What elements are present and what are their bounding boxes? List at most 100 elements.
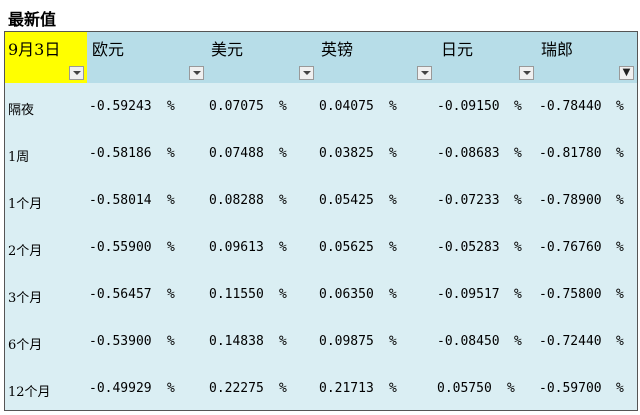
unit-label: % (279, 381, 287, 396)
unit-label: % (389, 99, 397, 114)
rate-value: -0.08450 (437, 334, 500, 349)
header-row: 9月3日 欧元 美元 英镑 日元 瑞郎 ▼ (5, 32, 637, 83)
filter-dropdown-chf[interactable]: ▼ (619, 66, 634, 80)
rates-table: 9月3日 欧元 美元 英镑 日元 瑞郎 ▼ 隔夜 -0.59243% 0.07075… (4, 31, 638, 411)
unit-label: % (389, 381, 397, 396)
rate-value: -0.59243 (89, 99, 152, 114)
column-header-jpy: 日元 (441, 40, 474, 59)
unit-label: % (507, 381, 515, 396)
table-row: 3个月 -0.56457% 0.11550% 0.06350% -0.09517% -0.… (5, 271, 637, 318)
row-label: 1周 (8, 150, 30, 165)
rate-value: -0.56457 (89, 287, 152, 302)
unit-label: % (279, 99, 287, 114)
unit-label: % (279, 240, 287, 255)
unit-label: % (167, 193, 175, 208)
unit-label: % (279, 287, 287, 302)
unit-label: % (167, 287, 175, 302)
rate-value: 0.11550 (209, 287, 264, 302)
rate-value: -0.78440 (539, 99, 602, 114)
column-header-usd: 美元 (211, 40, 244, 59)
unit-label: % (616, 334, 624, 349)
unit-label: % (279, 334, 287, 349)
column-header-gbp: 英镑 (321, 40, 354, 59)
unit-label: % (616, 287, 624, 302)
rate-value: 0.05425 (319, 193, 374, 208)
date-header: 9月3日 (5, 32, 87, 83)
rate-value: 0.04075 (319, 99, 374, 114)
page-title: 最新值 (8, 10, 57, 29)
row-label: 1个月 (8, 197, 43, 212)
chevron-down-icon (72, 71, 81, 75)
rate-value: -0.07233 (437, 193, 500, 208)
rate-value: -0.78900 (539, 193, 602, 208)
row-label: 3个月 (8, 291, 43, 306)
unit-label: % (514, 99, 522, 114)
date-label: 9月3日 (8, 40, 61, 59)
chevron-down-icon (522, 71, 531, 75)
row-label: 2个月 (8, 244, 43, 259)
filter-dropdown-gbp[interactable] (417, 66, 432, 80)
table-row: 1周 -0.58186% 0.07488% 0.03825% -0.08683% -0.8… (5, 130, 637, 177)
rate-value: -0.55900 (89, 240, 152, 255)
rate-value: -0.81780 (539, 146, 602, 161)
unit-label: % (279, 193, 287, 208)
rate-value: -0.09517 (437, 287, 500, 302)
unit-label: % (514, 334, 522, 349)
unit-label: % (167, 240, 175, 255)
unit-label: % (514, 240, 522, 255)
rate-value: -0.58014 (89, 193, 152, 208)
rate-value: -0.53900 (89, 334, 152, 349)
row-label: 6个月 (8, 338, 43, 353)
unit-label: % (389, 193, 397, 208)
rate-value: -0.58186 (89, 146, 152, 161)
rate-value: 0.21713 (319, 381, 374, 396)
filter-dropdown-date[interactable] (69, 66, 84, 80)
chevron-down-icon (302, 71, 311, 75)
table-row: 1个月 -0.58014% 0.08288% 0.05425% -0.07233% -0.… (5, 177, 637, 224)
unit-label: % (167, 146, 175, 161)
rate-value: -0.49929 (89, 381, 152, 396)
unit-label: % (389, 334, 397, 349)
unit-label: % (167, 334, 175, 349)
unit-label: % (389, 287, 397, 302)
rate-value: -0.75800 (539, 287, 602, 302)
rate-value: -0.05283 (437, 240, 500, 255)
column-header-chf: 瑞郎 (541, 40, 574, 59)
rate-value: -0.72440 (539, 334, 602, 349)
table-row: 6个月 -0.53900% 0.14838% 0.09875% -0.08450% -0.… (5, 318, 637, 365)
unit-label: % (514, 287, 522, 302)
unit-label: % (167, 381, 175, 396)
chevron-down-icon (420, 71, 429, 75)
rate-value: -0.08683 (437, 146, 500, 161)
rate-value: -0.59700 (539, 381, 602, 396)
unit-label: % (514, 193, 522, 208)
row-label: 隔夜 (8, 103, 35, 118)
rate-value: 0.08288 (209, 193, 264, 208)
unit-label: % (389, 146, 397, 161)
unit-label: % (389, 240, 397, 255)
unit-label: % (616, 240, 624, 255)
unit-label: % (279, 146, 287, 161)
chevron-down-icon (192, 71, 201, 75)
column-header-eur: 欧元 (92, 40, 125, 59)
rate-value: 0.22275 (209, 381, 264, 396)
rate-value: 0.09875 (319, 334, 374, 349)
rate-value: 0.03825 (319, 146, 374, 161)
row-label: 12个月 (8, 385, 51, 400)
unit-label: % (514, 146, 522, 161)
filter-funnel-icon: ▼ (622, 67, 631, 78)
unit-label: % (616, 381, 624, 396)
rate-value: 0.09613 (209, 240, 264, 255)
rate-value: 0.14838 (209, 334, 264, 349)
table-row: 隔夜 -0.59243% 0.07075% 0.04075% -0.09150% -0.7… (5, 83, 637, 130)
rate-value: 0.05625 (319, 240, 374, 255)
filter-dropdown-usd[interactable] (299, 66, 314, 80)
rate-value: -0.76760 (539, 240, 602, 255)
filter-dropdown-jpy[interactable] (519, 66, 534, 80)
unit-label: % (616, 99, 624, 114)
unit-label: % (167, 99, 175, 114)
rate-value: 0.07075 (209, 99, 264, 114)
table-row: 2个月 -0.55900% 0.09613% 0.05625% -0.05283% -0.… (5, 224, 637, 271)
filter-dropdown-eur[interactable] (189, 66, 204, 80)
table-row: 12个月 -0.49929% 0.22275% 0.21713% 0.05750% -0.… (5, 365, 637, 412)
